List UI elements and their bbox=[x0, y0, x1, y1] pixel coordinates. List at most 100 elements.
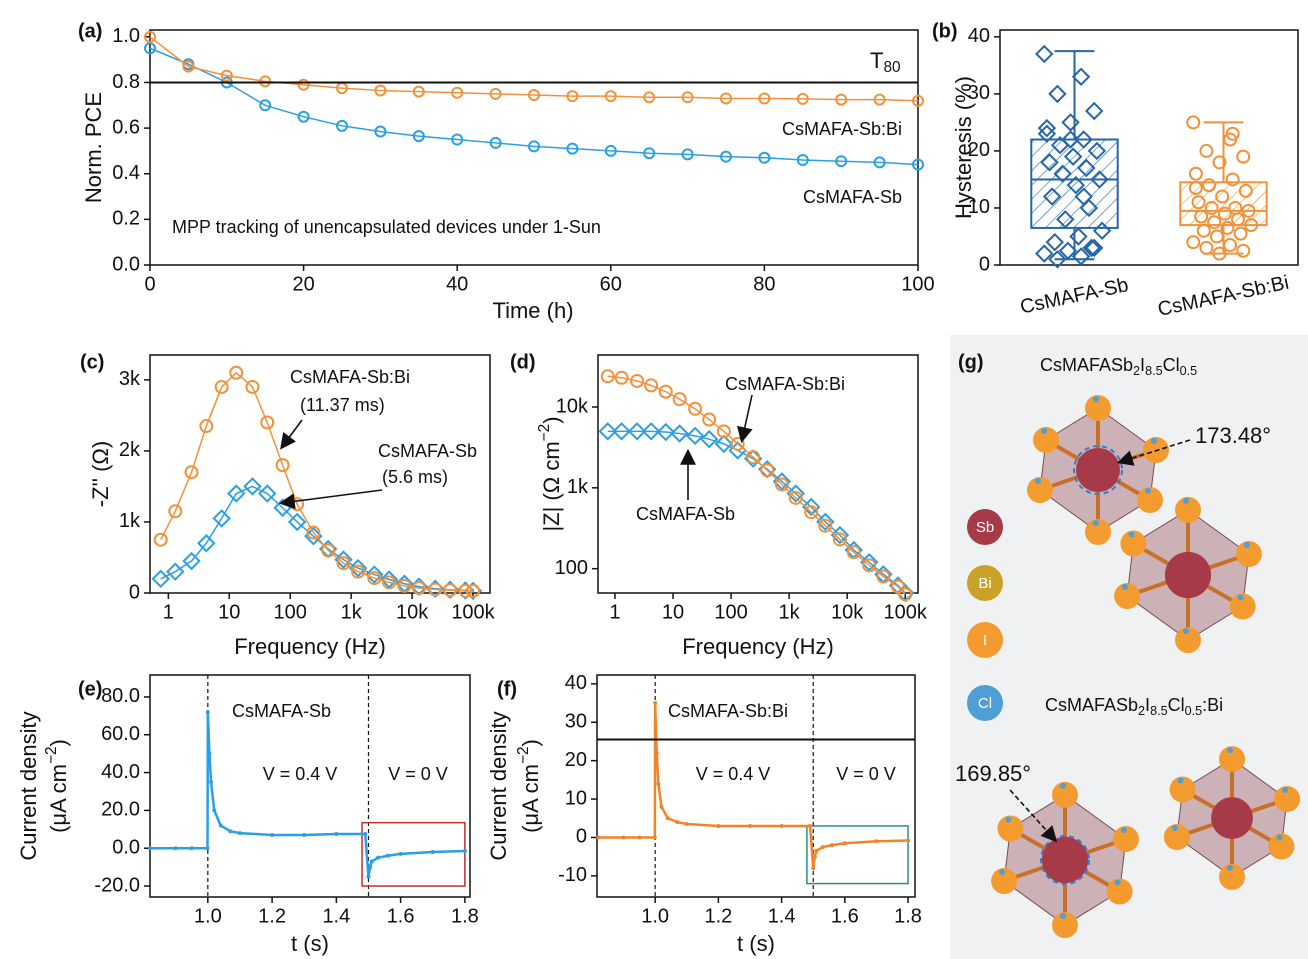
marker bbox=[681, 148, 694, 161]
marker bbox=[144, 42, 156, 55]
x-tick-label: 1.6 bbox=[387, 905, 415, 927]
marker bbox=[672, 392, 687, 407]
atom-halide bbox=[1106, 878, 1133, 905]
marker bbox=[1056, 210, 1075, 229]
panel-label: (c) bbox=[80, 351, 104, 373]
marker bbox=[816, 512, 835, 532]
marker bbox=[812, 854, 817, 859]
marker bbox=[199, 419, 214, 434]
marker bbox=[846, 545, 861, 560]
y-tick-label: 40 bbox=[565, 672, 587, 694]
atom-halide bbox=[1033, 427, 1059, 453]
marker bbox=[658, 384, 673, 399]
arrow bbox=[278, 489, 383, 510]
marker bbox=[270, 832, 275, 837]
y-tick-label: 0.0 bbox=[112, 836, 140, 858]
atom-cl-cap bbox=[1093, 520, 1099, 526]
y-tick-label: 20 bbox=[968, 139, 990, 161]
y-tick-label: 0.6 bbox=[112, 116, 140, 138]
x-tick-label: 1.2 bbox=[704, 905, 732, 927]
y-tick-label: 2k bbox=[119, 439, 141, 461]
atom-b-site bbox=[1164, 551, 1212, 599]
series-label: CsMAFA-Sb bbox=[803, 187, 902, 207]
marker bbox=[218, 823, 223, 828]
structure-title: CsMAFASb2I8.5Cl0.5:Bi bbox=[1045, 695, 1223, 719]
marker bbox=[153, 532, 168, 547]
marker bbox=[1048, 84, 1067, 104]
x-tick-label: 1 bbox=[163, 601, 174, 623]
y-tick-label: 20 bbox=[565, 749, 587, 771]
marker bbox=[862, 558, 877, 573]
structure-title-part: 0.5 bbox=[1180, 364, 1198, 378]
marker bbox=[1063, 147, 1083, 166]
y-tick-label: 100 bbox=[555, 557, 588, 579]
marker bbox=[1061, 130, 1080, 149]
atom-halide bbox=[1052, 912, 1078, 939]
marker bbox=[1082, 238, 1101, 258]
marker bbox=[621, 835, 626, 840]
element-label: Sb bbox=[976, 519, 994, 536]
marker bbox=[168, 504, 183, 519]
atom-halide bbox=[1229, 593, 1256, 620]
atom-cl-cap bbox=[1151, 438, 1157, 444]
x-axis-label: Frequency (Hz) bbox=[234, 634, 386, 659]
highlight-box bbox=[806, 825, 909, 885]
marker bbox=[336, 119, 348, 132]
atom-halide bbox=[1027, 477, 1053, 503]
marker bbox=[412, 85, 425, 98]
marker bbox=[1074, 187, 1093, 206]
x-tick-label: 20 bbox=[292, 273, 314, 295]
x-tick-label: 100 bbox=[274, 601, 307, 623]
structure-title-part: CsMAFASb bbox=[1040, 355, 1133, 375]
marker bbox=[804, 505, 819, 520]
marker bbox=[774, 477, 789, 492]
marker bbox=[820, 845, 825, 850]
marker bbox=[205, 710, 210, 715]
atom-halide bbox=[1274, 786, 1301, 812]
x-axis-label: t (s) bbox=[291, 931, 329, 956]
marker bbox=[688, 401, 703, 416]
x-tick-label: CsMAFA-Sb:Bi bbox=[1156, 272, 1291, 321]
marker bbox=[462, 849, 467, 854]
element-label: I bbox=[983, 632, 987, 649]
marker bbox=[912, 94, 924, 107]
marker bbox=[702, 412, 717, 427]
marker bbox=[832, 532, 847, 547]
marker bbox=[430, 849, 435, 854]
atom-halide bbox=[1085, 395, 1111, 421]
marker bbox=[365, 565, 384, 584]
atom-halide bbox=[991, 868, 1018, 894]
atom-cl-cap bbox=[1114, 879, 1121, 886]
marker bbox=[528, 89, 540, 102]
marker bbox=[306, 525, 321, 540]
marker bbox=[443, 583, 458, 598]
annotation: V = 0 V bbox=[836, 764, 896, 784]
marker bbox=[1061, 113, 1080, 132]
marker bbox=[184, 465, 199, 480]
x-tick-label: 1.8 bbox=[894, 905, 922, 927]
structure-title-part: 2 bbox=[1133, 364, 1140, 378]
marker bbox=[604, 144, 617, 157]
marker bbox=[260, 415, 275, 430]
marker bbox=[1045, 232, 1064, 252]
marker bbox=[637, 835, 642, 840]
atom-cl-cap bbox=[1060, 782, 1066, 789]
reference-label-part: T bbox=[870, 48, 883, 73]
x-tick-label: 40 bbox=[446, 273, 468, 295]
y-tick-label: -10 bbox=[558, 864, 587, 886]
atom-cl-cap bbox=[1005, 816, 1012, 823]
atom-cl-cap bbox=[1041, 428, 1047, 434]
marker bbox=[912, 158, 924, 171]
marker bbox=[1217, 206, 1232, 221]
atom-cl-cap bbox=[1227, 747, 1233, 754]
x-tick-label: 1.0 bbox=[194, 905, 222, 927]
marker bbox=[528, 140, 540, 153]
marker bbox=[379, 570, 399, 589]
marker bbox=[656, 422, 675, 442]
marker bbox=[205, 846, 210, 851]
marker bbox=[166, 562, 185, 581]
marker bbox=[1199, 240, 1214, 255]
marker bbox=[189, 846, 194, 851]
marker bbox=[321, 543, 336, 558]
